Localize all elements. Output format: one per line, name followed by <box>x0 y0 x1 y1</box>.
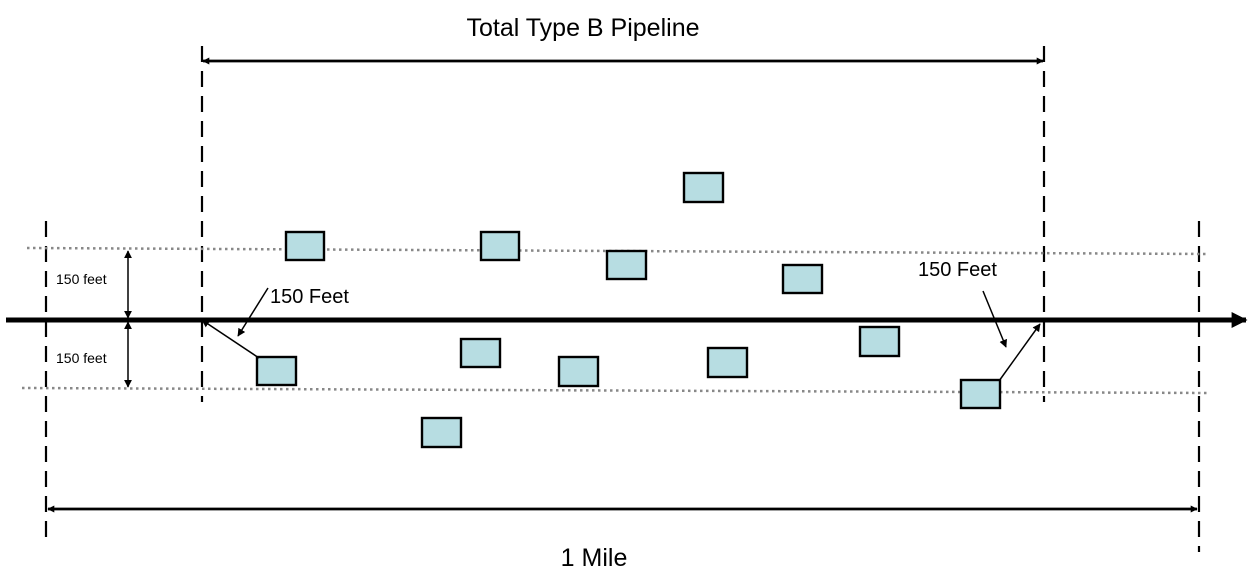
one-mile-label: 1 Mile <box>561 544 628 572</box>
building <box>706 346 749 379</box>
total-type-b-label: Total Type B Pipeline <box>466 14 699 42</box>
building <box>479 230 521 262</box>
left-feet-label: 150 Feet <box>270 286 349 308</box>
corridor-upper-boundary <box>26 246 1209 256</box>
right-feet-leader <box>998 323 1041 382</box>
building <box>605 249 648 281</box>
left-feet-pointer <box>237 287 269 337</box>
left-feet-leader <box>201 319 260 359</box>
upper-offset-label: 150 feet <box>56 271 107 287</box>
right-feet-pointer <box>982 290 1007 348</box>
lower-offset-label: 150 feet <box>56 350 107 366</box>
building <box>682 171 725 204</box>
corridor-lower-boundary <box>21 386 1209 395</box>
building <box>255 355 298 387</box>
building <box>459 337 502 369</box>
buildings <box>255 171 1002 449</box>
building <box>284 230 326 262</box>
building <box>557 355 600 388</box>
building <box>959 378 1002 410</box>
right-feet-label: 150 Feet <box>918 259 997 281</box>
building <box>420 416 463 449</box>
building <box>781 263 824 295</box>
building <box>858 325 901 358</box>
